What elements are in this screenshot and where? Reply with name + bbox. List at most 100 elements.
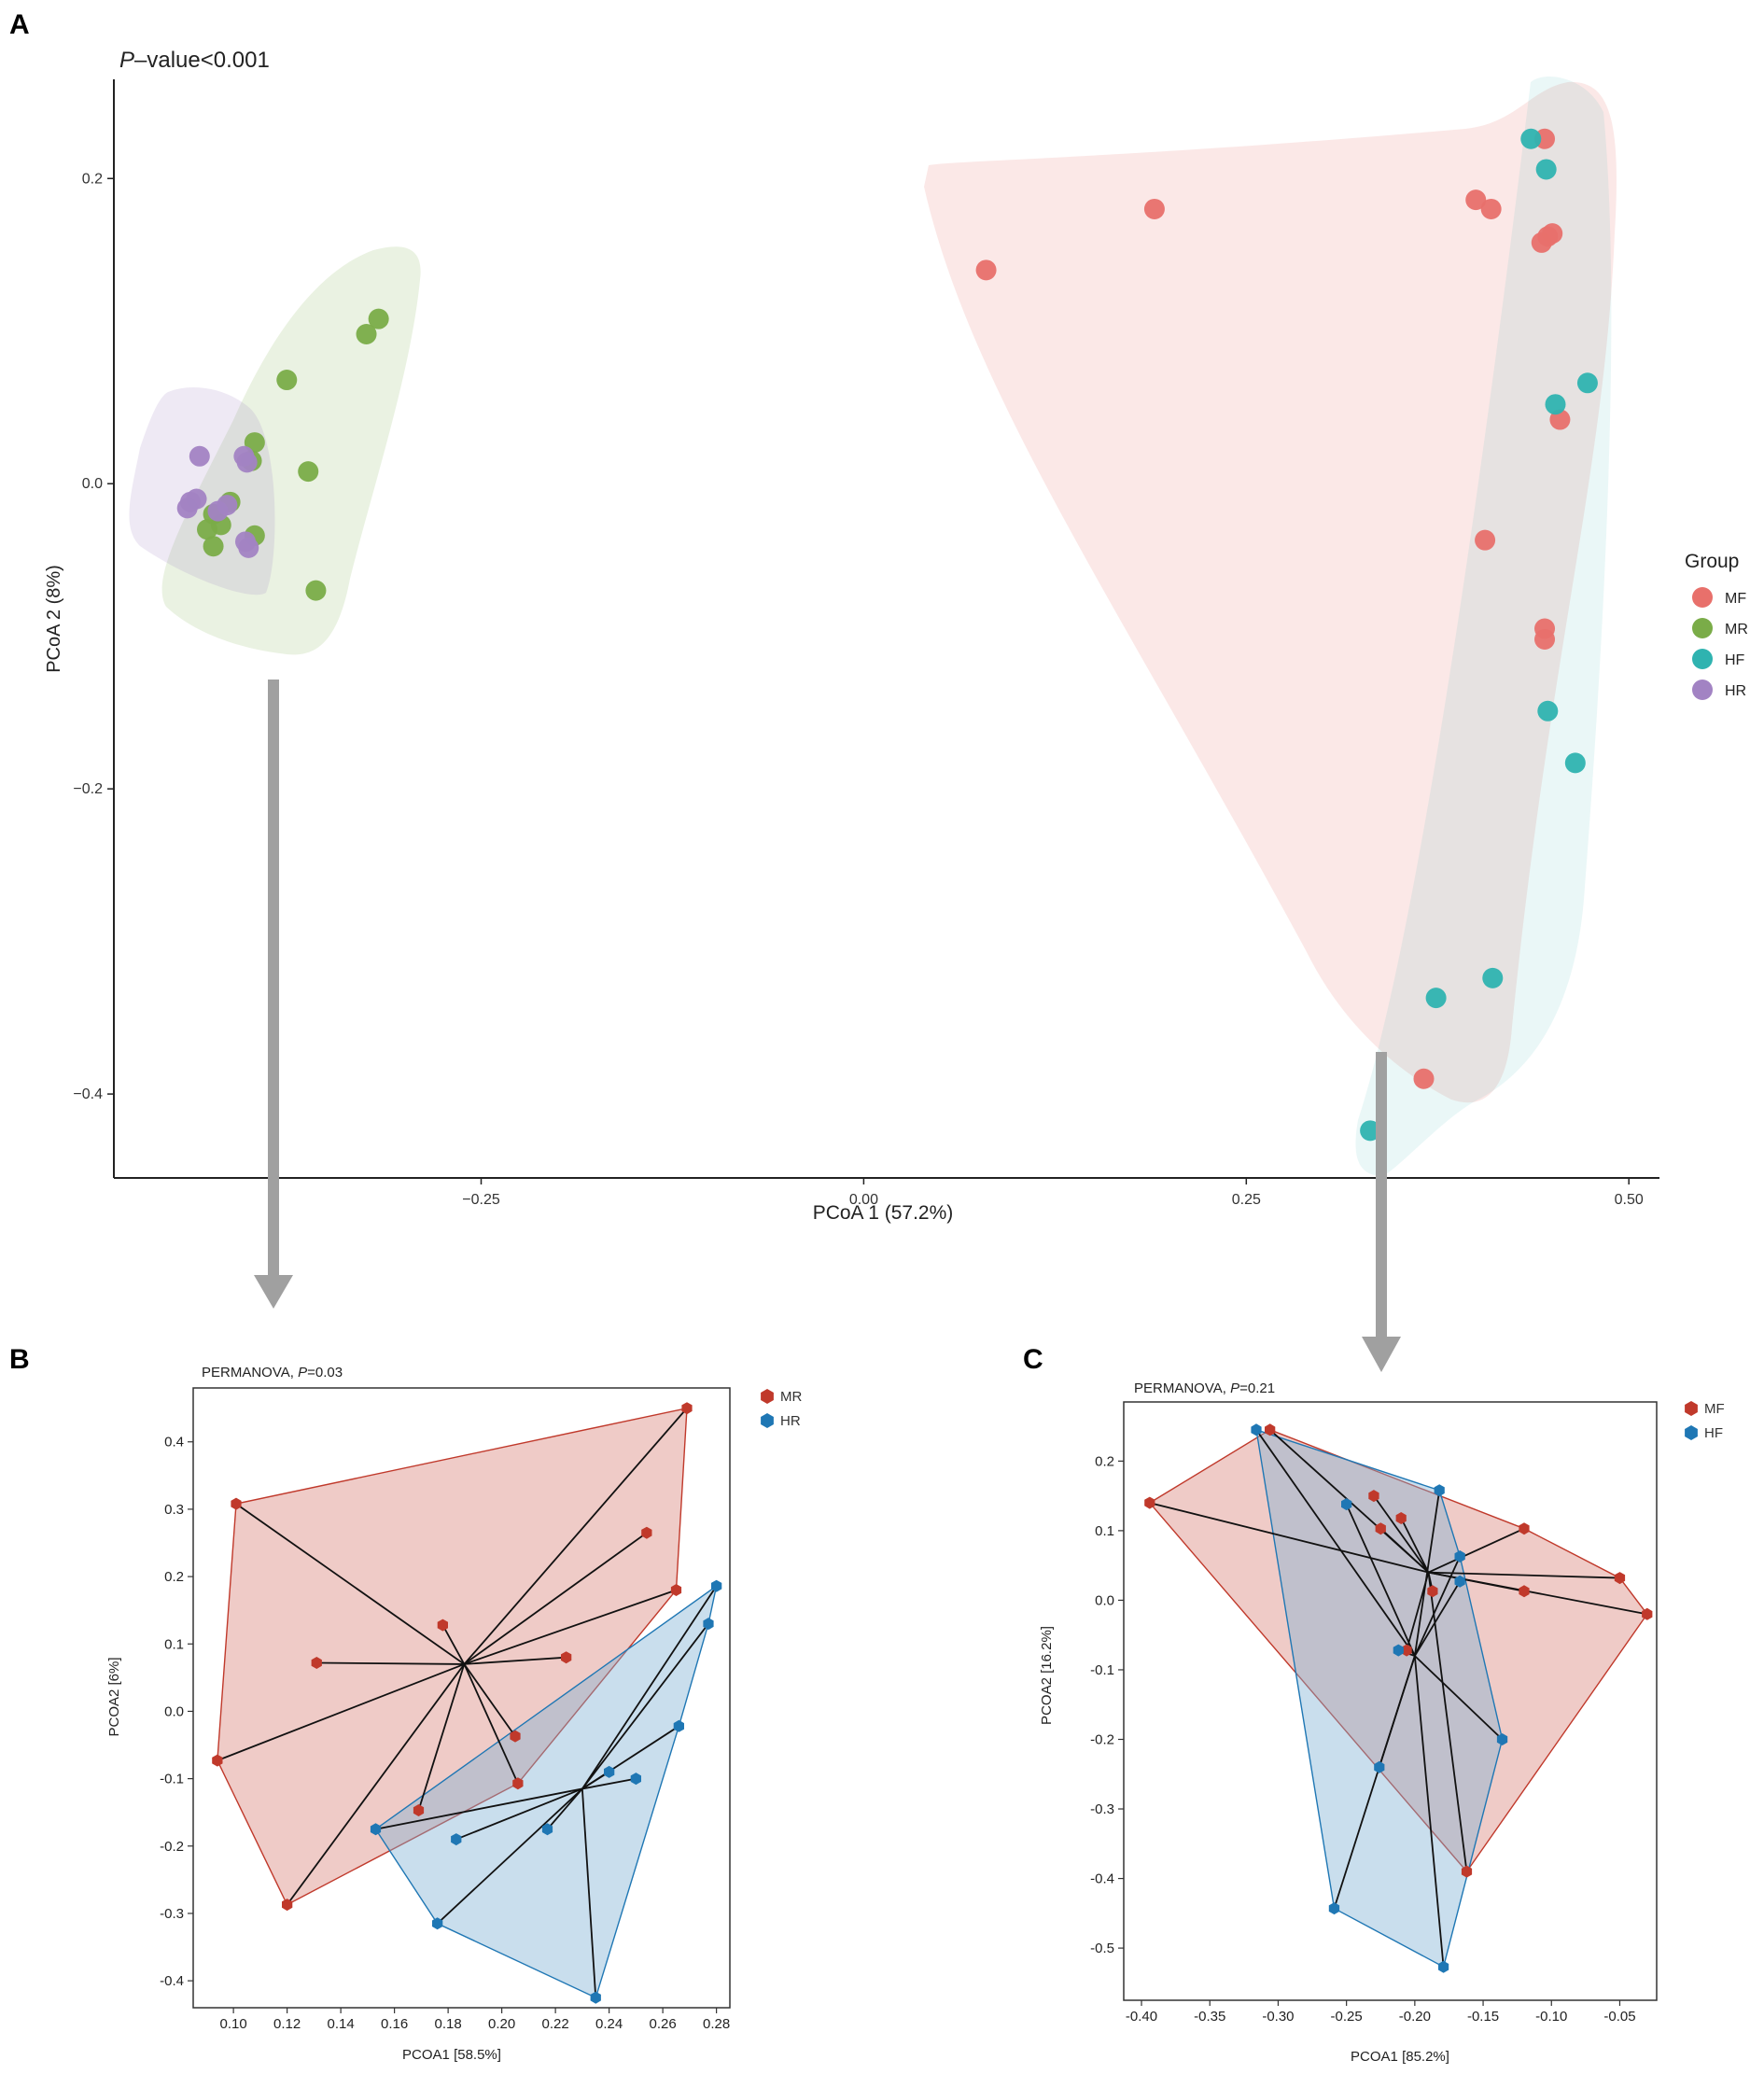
a-point-hf	[1537, 700, 1559, 722]
c-legend-label-hf: HF	[1704, 1425, 1723, 1441]
c-y-tick-label: -0.5	[1090, 1941, 1114, 1956]
a-point-mr	[305, 580, 327, 601]
c-point-hf	[1341, 1498, 1352, 1511]
c-plot-frame	[1123, 1401, 1658, 2001]
c-point-mf	[1461, 1865, 1473, 1878]
a-legend: Group MF MR HF HR	[1685, 551, 1748, 700]
b-y-axis-label: PCOA2 [6%]	[106, 1657, 122, 1736]
b-x-tick-label: 0.24	[595, 2016, 623, 2032]
b-x-tick-label: 0.16	[381, 2016, 408, 2032]
a-point-hr	[176, 497, 198, 519]
b-spoke-mr	[464, 1589, 677, 1665]
c-point-mf	[1519, 1585, 1530, 1598]
c-point-mf	[1375, 1522, 1386, 1535]
c-x-tick-label: -0.15	[1467, 2009, 1499, 2025]
a-point-hf	[1564, 752, 1586, 774]
b-spoke-mr	[463, 1408, 688, 1665]
b-spoke-mr	[463, 1663, 519, 1785]
a-legend-items: MF MR HF HR	[1692, 587, 1748, 700]
c-point-hf	[1251, 1423, 1262, 1436]
arrow-right-head	[1362, 1337, 1401, 1372]
c-point-mf	[1265, 1423, 1276, 1436]
c-point-mf	[1368, 1490, 1379, 1503]
c-y-tick-label: -0.2	[1090, 1731, 1114, 1747]
a-x-tick-label: 0.00	[849, 1192, 878, 1208]
b-spoke-mr	[464, 1656, 567, 1665]
a-legend-key-hf	[1692, 649, 1713, 669]
panel-a-axes	[113, 79, 1659, 1179]
a-y-axis-label: PCoA 2 (8%)	[44, 565, 64, 673]
panel-c-title: PERMANOVA, P=0.21	[1134, 1380, 1275, 1396]
a-point-mf	[1542, 223, 1563, 245]
c-point-mf	[1642, 1607, 1653, 1620]
b-spoke-hr	[581, 1623, 709, 1789]
c-y-axis-label: PCOA2 [16.2%]	[1039, 1626, 1055, 1725]
c-points	[1144, 1423, 1653, 1973]
c-point-mf	[1401, 1644, 1412, 1657]
a-point-hf	[1535, 159, 1557, 180]
b-spoke-mr	[441, 1624, 466, 1665]
b-x-ticks: 0.10 0.12 0.14 0.16 0.18 0.20 0.22 0.24 0.26 0.28	[220, 2008, 730, 2032]
b-legend-label-mr: MR	[780, 1389, 802, 1405]
c-spoke-hf	[1333, 1655, 1416, 1909]
a-point-mr	[203, 536, 224, 557]
a-point-hf	[1360, 1120, 1381, 1142]
a-point-mf	[1480, 198, 1502, 219]
c-spoke-hf	[1414, 1580, 1461, 1657]
b-point-hr	[451, 1833, 462, 1846]
c-x-tick-label: -0.40	[1126, 2009, 1157, 2025]
a-point-mf	[1143, 198, 1165, 219]
panel-c: C PERMANOVA, P=0.21 -0.40 -0.35 -0.30 -0.25…	[1023, 1344, 1725, 2065]
b-y-tick-label: 0.3	[164, 1502, 184, 1518]
b-spoke-hr	[375, 1787, 583, 1830]
a-point-mf	[1534, 628, 1556, 650]
panel-b-title: PERMANOVA, P=0.03	[202, 1365, 343, 1380]
b-legend: MR HR	[761, 1389, 802, 1429]
a-legend-key-hr	[1692, 680, 1713, 700]
c-x-tick-label: -0.30	[1262, 2009, 1294, 2025]
b-point-mr	[681, 1402, 693, 1415]
c-point-hf	[1438, 1960, 1449, 1973]
c-x-tick-label: -0.05	[1603, 2009, 1635, 2025]
b-plot-frame	[192, 1387, 731, 2009]
a-point-hf	[1576, 372, 1598, 394]
b-point-mr	[311, 1657, 322, 1669]
b-y-tick-label: -0.3	[160, 1906, 184, 1922]
a-x-ticks: −0.25 0.00 0.25 0.50	[462, 1178, 1644, 1208]
b-x-tick-label: 0.20	[488, 2016, 515, 2032]
a-legend-label-hr: HR	[1725, 683, 1746, 699]
c-spoke-hf	[1413, 1490, 1441, 1657]
a-y-ticks: 0.2 0.0 −0.2 −0.4	[73, 171, 114, 1102]
b-x-tick-label: 0.26	[650, 2016, 677, 2032]
a-point-hf	[1425, 988, 1447, 1009]
c-point-mf	[1427, 1585, 1438, 1598]
b-point-mr	[512, 1777, 524, 1790]
b-x-tick-label: 0.18	[435, 2016, 462, 2032]
a-x-tick-label: 0.50	[1615, 1192, 1644, 1208]
a-point-hr	[236, 452, 258, 473]
c-spoke-hf	[1413, 1655, 1445, 1968]
b-spoke-hr	[581, 1585, 718, 1789]
b-spoke-hr	[455, 1787, 583, 1841]
b-point-mr	[413, 1804, 425, 1816]
b-legend-key-mr	[761, 1389, 774, 1404]
c-y-tick-label: -0.3	[1090, 1801, 1114, 1817]
b-x-tick-label: 0.10	[220, 2016, 247, 2032]
b-spoke-mr	[463, 1663, 516, 1737]
b-y-ticks: 0.4 0.3 0.2 0.1 0.0 -0.1 -0.2 -0.3 -0.4	[160, 1435, 193, 1989]
b-spoke-mr	[235, 1503, 465, 1665]
hull-mr	[161, 246, 421, 655]
b-points	[212, 1402, 722, 2004]
c-spoke-hf	[1414, 1556, 1461, 1657]
b-point-hr	[673, 1719, 684, 1732]
b-legend-label-hr: HR	[780, 1413, 801, 1429]
hull-mf	[924, 81, 1617, 1103]
a-point-mf	[1475, 529, 1496, 551]
a-x-tick-label: −0.25	[462, 1192, 500, 1208]
a-point-hf	[1520, 128, 1542, 149]
b-spoke-hr	[546, 1787, 583, 1830]
a-legend-label-mf: MF	[1725, 591, 1746, 607]
b-x-tick-label: 0.14	[328, 2016, 355, 2032]
c-legend: MF HF	[1685, 1401, 1725, 1441]
b-spoke-mr	[286, 1663, 466, 1906]
